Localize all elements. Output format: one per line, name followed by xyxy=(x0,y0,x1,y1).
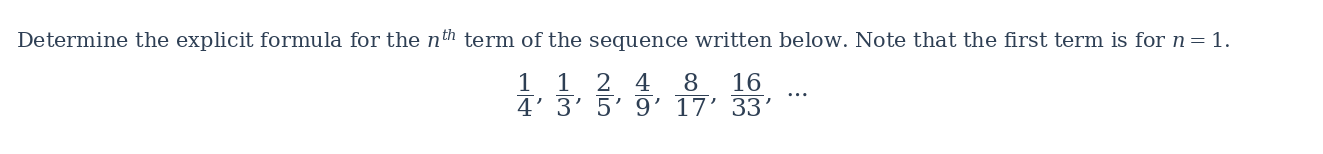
Text: Determine the explicit formula for the $n^{th}$ term of the sequence written bel: Determine the explicit formula for the $… xyxy=(16,28,1230,55)
Text: $\dfrac{1}{4},\ \dfrac{1}{3},\ \dfrac{2}{5},\ \dfrac{4}{9},\ \dfrac{8}{17},\ \df: $\dfrac{1}{4},\ \dfrac{1}{3},\ \dfrac{2}… xyxy=(516,72,807,119)
